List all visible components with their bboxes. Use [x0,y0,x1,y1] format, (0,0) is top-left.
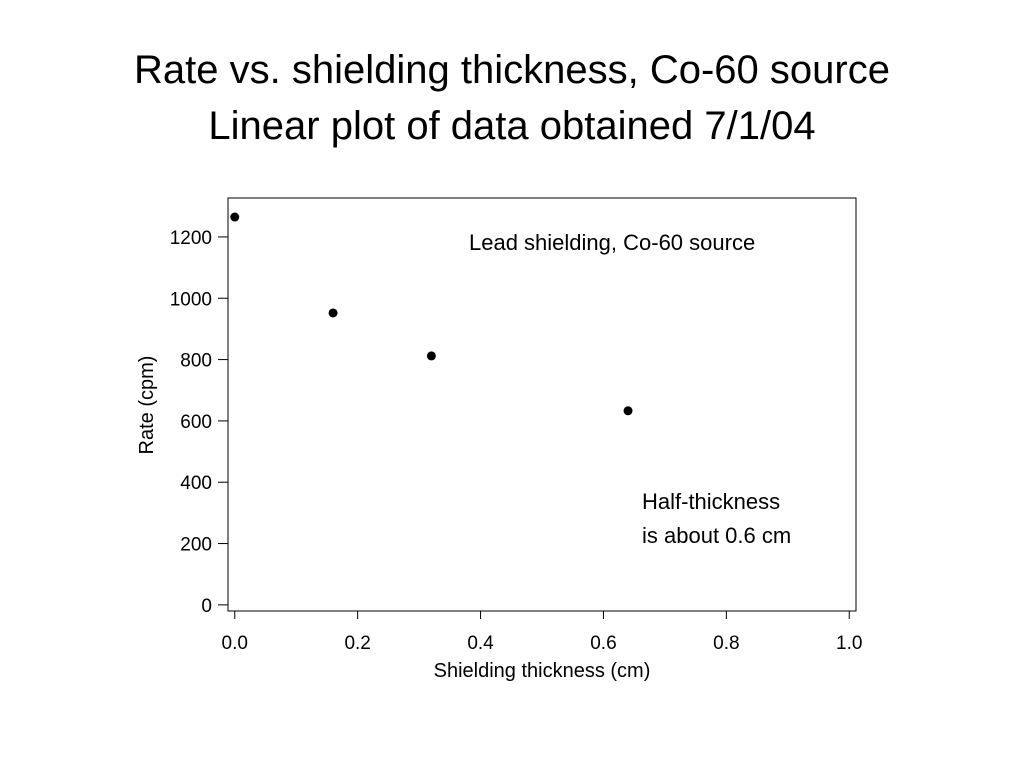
slide-title-line-1: Rate vs. shielding thickness, Co-60 sour… [134,48,890,92]
y-axis-label: Rate (cpm) [136,356,158,455]
data-point [328,308,338,318]
x-axis-label: Shielding thickness (cm) [434,660,651,682]
x-tick-label: 0.0 [222,633,248,654]
plot-frame [227,197,857,612]
annotation-half-thickness-line-1: Half-thickness [642,489,780,514]
y-tick-label: 200 [180,535,212,556]
y-tick-label: 400 [180,473,212,494]
x-tick-label: 0.6 [590,633,616,654]
y-tick-label: 1000 [170,289,212,310]
annotation-half-thickness-line-2: is about 0.6 cm [642,523,791,548]
annotation-legend: Lead shielding, Co-60 source [469,230,755,255]
x-tick-label: 1.0 [836,633,862,654]
data-point [230,212,240,222]
y-tick-label: 800 [180,351,212,372]
x-tick-label: 0.4 [467,633,494,654]
y-tick-label: 0 [201,596,212,617]
data-point [623,406,633,416]
x-tick-label: 0.2 [344,633,370,654]
y-tick-label: 600 [180,412,212,433]
y-tick-label: 1200 [170,228,212,249]
x-tick-label: 0.8 [713,633,739,654]
data-point [426,351,436,361]
slide-title-line-2: Linear plot of data obtained 7/1/04 [208,104,816,148]
